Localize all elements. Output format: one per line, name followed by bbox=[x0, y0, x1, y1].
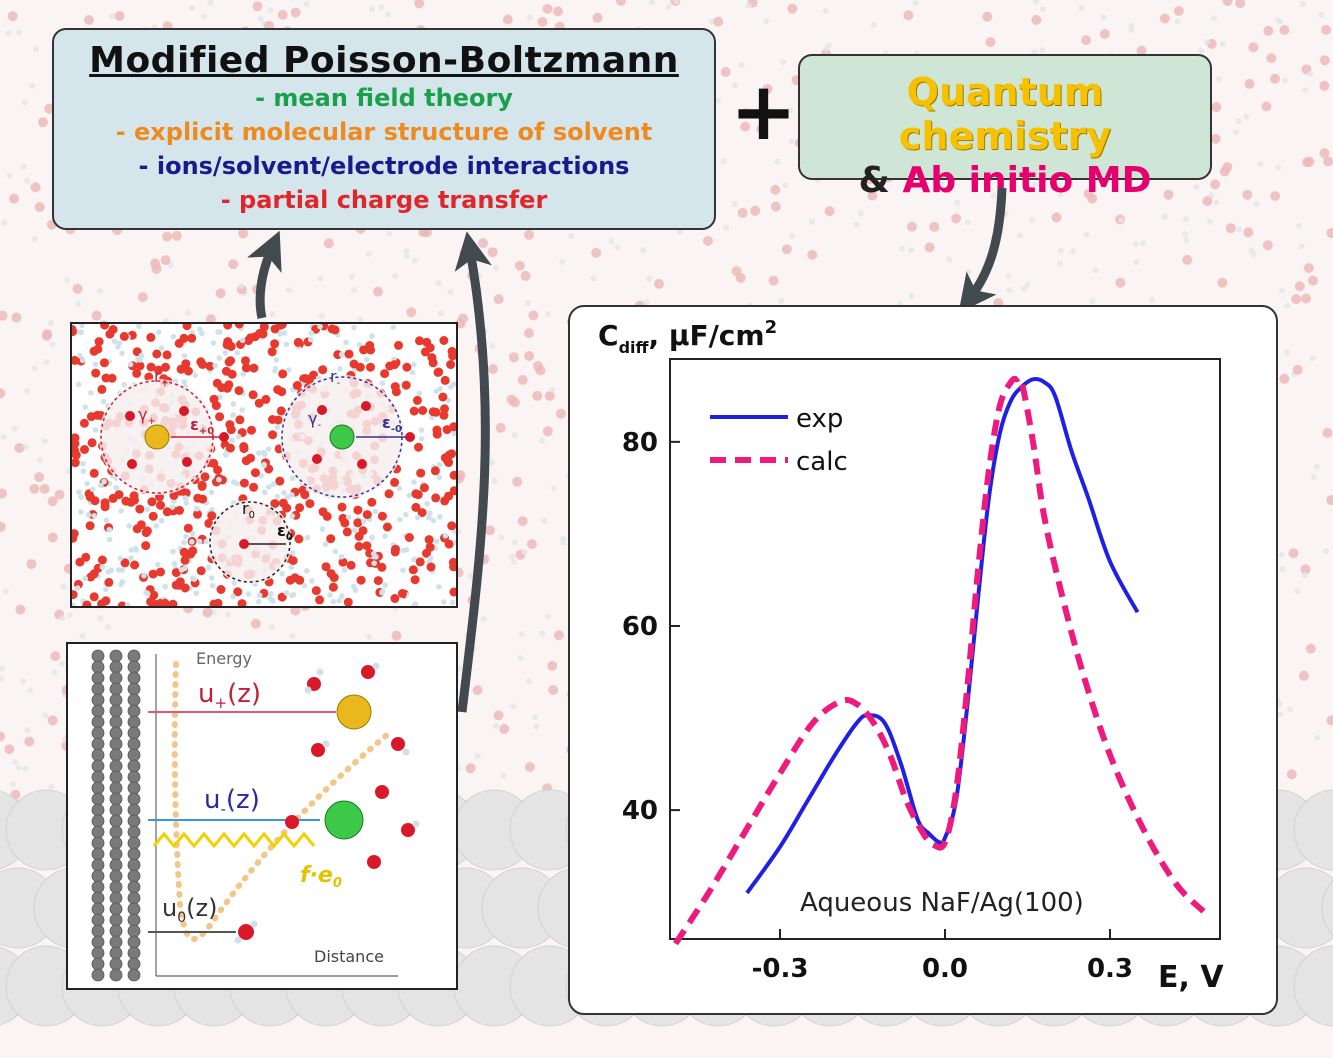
series-calc-line bbox=[672, 374, 1206, 946]
r-zero-label: r0 bbox=[242, 499, 255, 521]
legend-exp-label: exp bbox=[796, 404, 843, 434]
mpb-line-mean-field: - mean field theory bbox=[255, 84, 513, 112]
u-plus-label: u+(z) bbox=[198, 679, 261, 712]
x-tick-label: 0.3 bbox=[1087, 954, 1133, 984]
plus-sign: + bbox=[730, 65, 798, 158]
y-tick-label: 40 bbox=[622, 796, 658, 826]
u-minus-label: u-(z) bbox=[204, 785, 260, 818]
cation-sphere-interface bbox=[336, 694, 372, 730]
r-plus-label: r+ bbox=[154, 367, 169, 389]
y-axis-label: Cdiff, μF/cm2 bbox=[598, 317, 777, 357]
interface-water-molecules bbox=[234, 662, 420, 944]
anion-sphere bbox=[329, 424, 355, 450]
solvation-illustration: r+ γ+ ε+0 r- γ- ε-0 r0 ε0 bbox=[72, 324, 456, 606]
anion-sphere-interface bbox=[324, 800, 364, 840]
x-axis-label: E, V bbox=[1158, 960, 1224, 995]
u-zero-label: u0(z) bbox=[162, 894, 217, 926]
interface-illustration: Energy Distance u+(z) u-(z) f·e0 u0(z) bbox=[91, 649, 420, 982]
metal-electrode-columns bbox=[91, 649, 141, 982]
quantum-chemistry-box: Quantum chemistry & Ab initio MD bbox=[798, 54, 1212, 201]
chart-annotation: Aqueous NaF/Ag(100) bbox=[800, 888, 1084, 918]
mpb-theory-box: Modified Poisson-Boltzmann - mean field … bbox=[52, 28, 716, 230]
interface-energy-panel: Energy Distance u+(z) u-(z) f·e0 u0(z) bbox=[66, 642, 458, 990]
mpb-line-molecular-structure: - explicit molecular structure of solven… bbox=[115, 118, 653, 146]
mpb-title: Modified Poisson-Boltzmann bbox=[89, 40, 679, 81]
f-e0-label: f·e0 bbox=[300, 863, 342, 891]
x-ticks: -0.3 0.0 0.3 bbox=[752, 929, 1133, 984]
y-ticks: 40 60 80 bbox=[622, 428, 680, 826]
mpb-line-charge-transfer: - partial charge transfer bbox=[220, 186, 548, 214]
epsilon-zero-label: ε0 bbox=[277, 521, 293, 543]
plot-frame bbox=[669, 358, 1221, 940]
gamma-plus-label: γ+ bbox=[138, 405, 156, 427]
water-radius-circle bbox=[209, 501, 291, 583]
chart-legend: exp calc bbox=[710, 404, 848, 477]
qc-line-quantum-chemistry: Quantum chemistry bbox=[898, 70, 1112, 158]
charge-transfer-spring bbox=[152, 831, 316, 849]
energy-profile-dots bbox=[171, 661, 391, 942]
epsilon-minus-label: ε-0 bbox=[382, 413, 402, 435]
water-shell bbox=[208, 500, 292, 584]
qc-line-abinitio: & Ab initio MD bbox=[800, 160, 1210, 201]
capacitance-chart-box: 40 60 80 -0.3 0.0 0.3 Cdiff, μF/cm2 E, V Aqu… bbox=[568, 305, 1278, 1015]
y-tick-label: 60 bbox=[622, 612, 658, 642]
qc-abinitio-text: Ab initio MD bbox=[902, 160, 1152, 201]
r-minus-label: r- bbox=[330, 367, 341, 389]
gamma-minus-label: γ- bbox=[308, 409, 321, 431]
y-tick-label: 80 bbox=[622, 428, 658, 458]
shell-water-molecules bbox=[125, 401, 415, 549]
epsilon-plus-label: ε+0 bbox=[190, 415, 214, 437]
solvation-panel: r+ γ+ ε+0 r- γ- ε-0 r0 ε0 bbox=[70, 322, 458, 608]
qc-ampersand: & bbox=[858, 160, 903, 201]
legend-calc-label: calc bbox=[796, 447, 848, 477]
energy-axis-label: Energy bbox=[196, 649, 252, 668]
x-tick-label: 0.0 bbox=[922, 954, 968, 984]
capacitance-chart: 40 60 80 -0.3 0.0 0.3 Cdiff, μF/cm2 E, V Aqu… bbox=[598, 317, 1224, 995]
cation-sphere bbox=[144, 424, 170, 450]
distance-axis-label: Distance bbox=[314, 947, 384, 966]
x-tick-label: -0.3 bbox=[752, 954, 809, 984]
mpb-line-interactions: - ions/solvent/electrode interactions bbox=[138, 152, 630, 180]
